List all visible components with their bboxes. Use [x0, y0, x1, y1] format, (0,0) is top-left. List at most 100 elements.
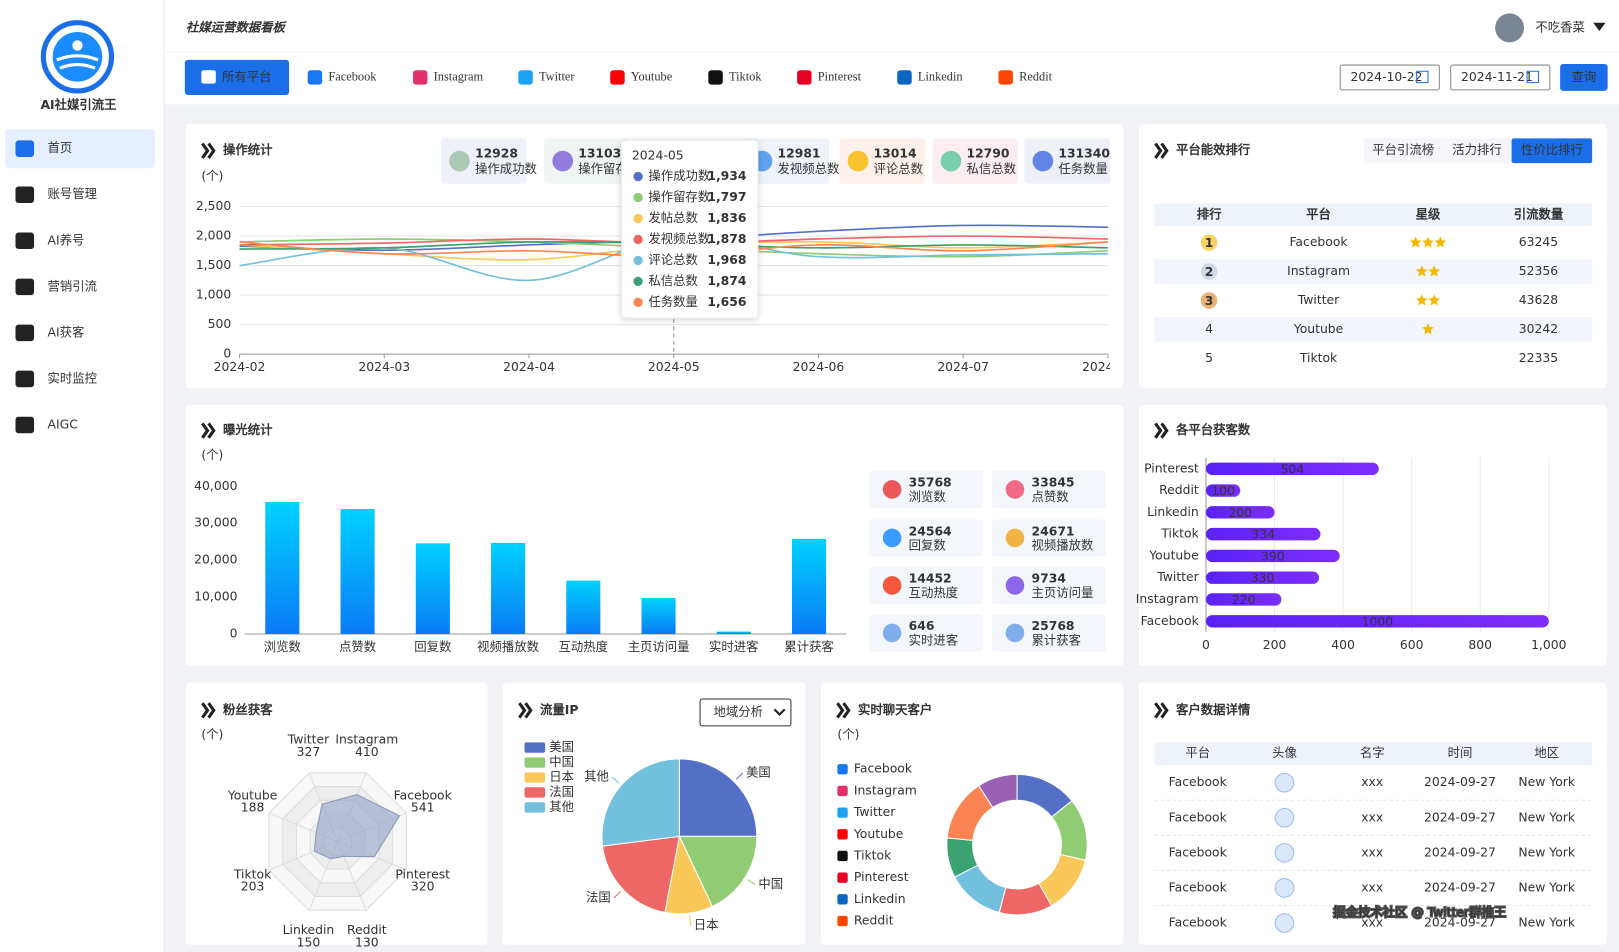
logo-wave	[56, 54, 99, 70]
star	[1428, 265, 1441, 277]
stat-value: 12981	[777, 145, 820, 160]
x-tick-label: 600	[1400, 637, 1424, 652]
menu-item[interactable]: 实时监控	[47, 370, 97, 385]
radar-value: 410	[355, 744, 379, 759]
query-label[interactable]: 查询	[1572, 69, 1597, 84]
calendar-icon	[1526, 70, 1539, 84]
bar-value-label: 220	[1232, 592, 1256, 607]
rank-medal	[1200, 234, 1218, 251]
query-button[interactable]	[1560, 64, 1608, 91]
tooltip-value: 1,934	[707, 168, 747, 183]
slice-leader	[747, 879, 756, 885]
menu-item[interactable]: 首页	[47, 140, 72, 155]
table-cell: 2024-09-27	[1424, 915, 1496, 930]
metric-value: 24564	[909, 523, 952, 538]
platform-tab-active[interactable]	[184, 59, 290, 95]
avatar	[1274, 843, 1295, 863]
stat-card	[1024, 138, 1110, 184]
platform-tab[interactable]: Youtube	[631, 69, 673, 83]
title-icon	[201, 422, 216, 439]
bar	[1205, 615, 1549, 628]
tooltip-swatch	[633, 276, 643, 287]
rank-tab[interactable]	[1363, 138, 1443, 164]
platform-icon	[518, 70, 533, 85]
bar-value-label: 334	[1251, 527, 1275, 542]
menu-icon	[15, 370, 35, 388]
metric-icon	[882, 528, 902, 548]
table-header-cell: 引流数量	[1514, 206, 1564, 221]
bar	[1205, 549, 1340, 563]
rank-medal	[1200, 263, 1218, 280]
platform-tab[interactable]: Instagram	[434, 69, 484, 83]
legend-swatch	[524, 757, 546, 768]
platform-tab[interactable]: Reddit	[1019, 69, 1053, 83]
metric-value: 24671	[1031, 523, 1074, 538]
user-name[interactable]: 不吃香菜	[1535, 19, 1585, 34]
bar-value-label: 100	[1211, 483, 1235, 498]
platform-tab[interactable]: Tiktok	[729, 69, 762, 83]
avatar	[1274, 913, 1295, 933]
platform-tab[interactable]: Twitter	[539, 69, 575, 83]
row-stripe	[1154, 316, 1593, 342]
title-icon	[1154, 702, 1169, 719]
radar-value: 541	[411, 800, 435, 815]
tooltip-title: 2024-05	[632, 147, 684, 162]
legend-icon	[837, 915, 848, 927]
rank-tab-label[interactable]: 性价比排行	[1521, 142, 1583, 157]
platform-tab[interactable]: Linkedin	[918, 69, 963, 83]
bar	[1205, 571, 1320, 584]
bar	[415, 543, 450, 634]
metric-icon	[882, 623, 902, 643]
platform-tab[interactable]: 所有平台	[222, 69, 272, 84]
date-input[interactable]	[1450, 64, 1551, 91]
tooltip-swatch	[633, 192, 643, 203]
rank-tab[interactable]	[1511, 138, 1593, 164]
star	[1422, 236, 1434, 248]
x-tick-label: 点赞数	[339, 639, 377, 654]
y-tick-label: 0	[230, 625, 238, 640]
platform-tab[interactable]: Pinterest	[818, 69, 862, 83]
rank-tab-label[interactable]: 平台引流榜	[1372, 142, 1434, 157]
rank-tab-label[interactable]: 活力排行	[1452, 142, 1502, 157]
x-tick-label: 2024-02	[214, 359, 266, 374]
region-select[interactable]	[699, 698, 792, 727]
watermark: 掘金技术社区 @ Twitter群推王	[1333, 904, 1506, 919]
menu-item[interactable]: AI养号	[47, 232, 84, 247]
table-header-cell: 名字	[1360, 745, 1385, 760]
x-tick-label: 1,000	[1531, 637, 1567, 652]
legend-label: Twitter	[853, 804, 896, 819]
metric-card	[992, 566, 1106, 605]
menu-item[interactable]: 账号管理	[47, 186, 97, 201]
y-tick-label: 2,000	[196, 228, 232, 243]
table-cell: New York	[1518, 915, 1575, 930]
y-tick-label: 500	[208, 316, 232, 331]
bar	[716, 631, 751, 634]
x-tick-label: 2024-07	[937, 359, 989, 374]
tooltip-swatch	[633, 234, 643, 245]
star	[1422, 323, 1434, 335]
metric-icon	[1005, 528, 1025, 548]
y-tick-label: 40,000	[194, 478, 237, 493]
date-input[interactable]	[1339, 64, 1440, 91]
select-text[interactable]: 地域分析	[713, 704, 763, 719]
y-tick-label: Twitter	[1156, 569, 1199, 584]
stat-icon	[449, 150, 470, 172]
stat-value: 12790	[966, 145, 1009, 160]
menu-item[interactable]: AI获客	[47, 324, 84, 339]
legend-icon	[837, 785, 848, 797]
tooltip-name: 发帖总数	[648, 210, 698, 225]
x-tick-label: 2024-06	[793, 359, 845, 374]
menu-item[interactable]: AIGC	[47, 416, 77, 431]
menu-icon	[15, 278, 35, 296]
platform-name: Facebook	[1289, 234, 1348, 249]
rank-tab[interactable]	[1442, 138, 1512, 164]
date-text[interactable]: 2024-11-21	[1461, 69, 1533, 84]
platform-tab[interactable]: Facebook	[328, 69, 377, 83]
y-tick-label: Reddit	[1159, 482, 1199, 497]
date-text[interactable]: 2024-10-22	[1351, 69, 1423, 84]
table-header	[1154, 742, 1593, 766]
menu-item[interactable]: 营销引流	[47, 278, 97, 293]
y-tick-label: 10,000	[194, 589, 237, 604]
legend-icon	[837, 807, 848, 818]
